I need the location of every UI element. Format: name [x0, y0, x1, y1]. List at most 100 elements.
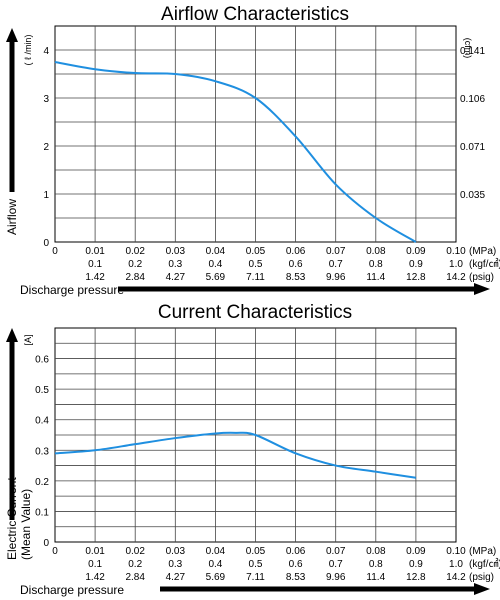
y2-tick-label: 0.071: [460, 142, 485, 153]
x-tick-label: 0.3: [168, 259, 182, 270]
x-axis-arrowhead: [474, 283, 490, 295]
x-tick-label: 0.6: [289, 259, 303, 270]
y-unit-label: ( ℓ /min): [23, 35, 33, 66]
x-tick-label: 0.09: [406, 546, 426, 557]
x-tick-label: 0.06: [286, 546, 306, 557]
x-tick-label: 7.11: [246, 272, 265, 283]
x-axis-arrowhead: [474, 583, 490, 595]
series-line: [54, 61, 417, 243]
x-unit-label: (kgf/㎠): [469, 258, 500, 270]
x-tick-label: 1.0: [449, 259, 463, 270]
x-tick-label: 0.06: [286, 246, 306, 257]
x-tick-label: 0.08: [366, 246, 386, 257]
x-tick-label: 0.9: [409, 559, 423, 570]
y2-tick-label: 0.035: [460, 190, 485, 201]
x-tick-label: 0.9: [409, 259, 423, 270]
x-tick-label: 4.27: [166, 572, 186, 583]
y-unit-label: [A]: [23, 334, 33, 345]
y2-unit-label: (cfm): [463, 38, 473, 59]
y-tick-label: 0.2: [35, 477, 49, 488]
x-tick-label: 0.02: [125, 546, 145, 557]
x-tick-label: 0.1: [88, 559, 102, 570]
airflow-chart: Airflow Characteristics 0 1 2 3 4 0.141 0.106 0.…: [5, 4, 500, 297]
current-chart: Current Characteristics 0 0.1 0.2 0.3 0.4 0.5 0…: [5, 302, 500, 597]
y-tick-label: 0.1: [35, 507, 49, 518]
x-tick-label: 0.04: [206, 546, 226, 557]
y-axis-arrowhead: [6, 28, 18, 42]
x-unit-label: (psig): [469, 272, 494, 283]
y-axis-label: Electric Current: [5, 477, 19, 560]
x-tick-label: 0.5: [249, 259, 263, 270]
x-tick-label: 14.2: [446, 572, 466, 583]
x-tick-label: 0.8: [369, 559, 383, 570]
x-tick-label: 7.11: [246, 572, 265, 583]
x-tick-label: 12.8: [406, 272, 426, 283]
x-tick-label: 11.4: [366, 572, 385, 583]
x-tick-label: 0.10: [446, 246, 466, 257]
y-tick-label: 1: [43, 190, 49, 201]
x-axis-label: Discharge pressure: [20, 283, 124, 297]
y-tick-label: 4: [43, 46, 49, 57]
chart-title: Airflow Characteristics: [161, 4, 349, 25]
x-tick-label: 0: [52, 246, 58, 257]
y-axis-label: Airflow: [5, 199, 19, 235]
x-tick-label: 1.0: [449, 559, 463, 570]
x-tick-label: 0.8: [369, 259, 383, 270]
x-tick-label: 0.07: [326, 246, 346, 257]
x-tick-label: 0.07: [326, 546, 346, 557]
x-unit-label: (MPa): [469, 246, 496, 257]
y-tick-label: 0.4: [35, 416, 49, 427]
x-tick-label: 0.09: [406, 246, 426, 257]
chart-title: Current Characteristics: [158, 302, 352, 323]
y-axis-sublabel: (Mean Value): [19, 489, 33, 560]
y-tick-label: 0: [43, 538, 49, 549]
y-axis-arrowhead: [6, 328, 18, 342]
y-tick-label: 0.6: [35, 355, 49, 366]
x-tick-label: 9.96: [326, 272, 346, 283]
x-tick-label: 0.02: [125, 246, 145, 257]
x-tick-label: 0.4: [208, 259, 222, 270]
y-tick-label: 3: [43, 94, 49, 105]
y-tick-label: 0: [43, 238, 49, 249]
y-tick-label: 0.3: [35, 446, 49, 457]
x-tick-label: 0.08: [366, 546, 386, 557]
x-tick-label: 0.03: [166, 246, 186, 257]
x-tick-label: 0: [52, 546, 58, 557]
x-tick-label: 0.01: [85, 246, 105, 257]
y-tick-label: 2: [43, 142, 49, 153]
x-tick-label: 4.27: [166, 272, 186, 283]
y2-tick-label: 0.141: [460, 46, 485, 57]
x-tick-label: 2.84: [125, 572, 145, 583]
x-tick-label: 0.03: [166, 546, 186, 557]
x-unit-label: (psig): [469, 572, 494, 583]
x-axis-label: Discharge pressure: [20, 583, 124, 597]
x-tick-label: 14.2: [446, 272, 466, 283]
x-tick-label: 5.69: [206, 572, 226, 583]
y-tick-label: 0.5: [35, 385, 49, 396]
x-unit-label: (kgf/㎠): [469, 558, 500, 570]
x-tick-label: 0.5: [249, 559, 263, 570]
x-tick-label: 1.42: [85, 272, 105, 283]
x-tick-label: 0.3: [168, 559, 182, 570]
x-tick-label: 0.2: [128, 559, 142, 570]
series-line: [54, 431, 417, 479]
x-tick-label: 2.84: [125, 272, 145, 283]
x-tick-label: 0.7: [329, 259, 343, 270]
x-tick-label: 0.01: [85, 546, 105, 557]
x-tick-label: 0.10: [446, 546, 466, 557]
x-tick-label: 0.2: [128, 259, 142, 270]
y2-tick-label: 0.106: [460, 94, 485, 105]
x-tick-label: 11.4: [366, 272, 385, 283]
x-tick-label: 5.69: [206, 272, 226, 283]
x-tick-label: 0.6: [289, 559, 303, 570]
x-tick-label: 0.05: [246, 246, 266, 257]
x-tick-label: 9.96: [326, 572, 346, 583]
x-tick-label: 0.7: [329, 559, 343, 570]
x-tick-label: 0.4: [208, 559, 222, 570]
x-tick-label: 0.05: [246, 546, 266, 557]
x-tick-label: 0.1: [88, 259, 102, 270]
x-tick-label: 8.53: [286, 572, 306, 583]
x-tick-label: 0.04: [206, 246, 226, 257]
x-tick-label: 1.42: [85, 572, 105, 583]
